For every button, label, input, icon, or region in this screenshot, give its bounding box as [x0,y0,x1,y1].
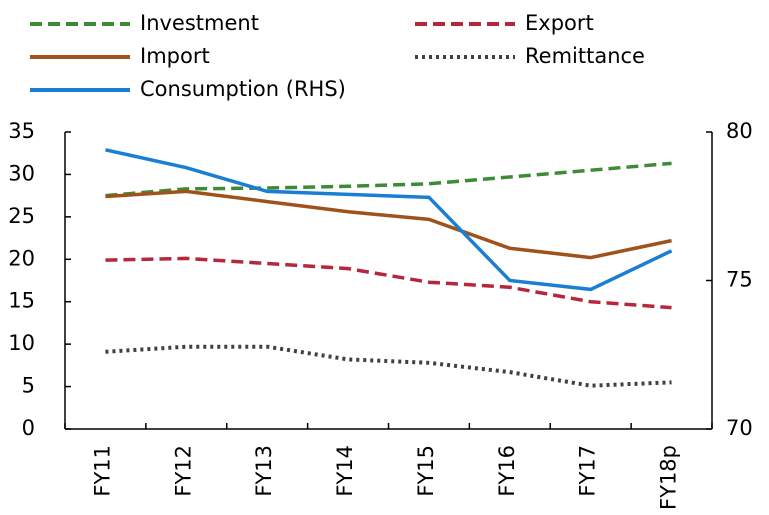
legend-label: Investment [140,11,259,35]
series-line [105,189,672,260]
x-tick-label: FY12 [171,445,195,497]
y-tick-label: 15 [8,289,35,313]
series-line [105,148,673,292]
y-tick-label: 20 [8,246,35,270]
x-tick-label: FY17 [576,445,600,497]
legend-label: Import [140,44,210,68]
x-tick-label: FY15 [414,445,438,497]
y-tick-label: 35 [8,119,35,143]
x-tick-label: FY13 [252,445,276,497]
x-tick-label: FY14 [333,445,357,497]
y-tick-label: 25 [8,204,35,228]
x-tick-label: FY18p [657,445,681,510]
y-tick-label: 30 [8,161,35,185]
y2-tick-label: 80 [726,119,753,143]
y-tick-label: 5 [22,374,35,398]
series-line [105,256,672,310]
series-line [105,344,672,388]
series-line [105,161,672,198]
y-tick-label: 0 [22,416,35,440]
legend-label: Export [525,11,594,35]
x-tick-label: FY11 [90,445,114,497]
legend-label: Remittance [525,44,645,68]
legend-label: Consumption (RHS) [140,77,346,101]
y-tick-label: 10 [8,331,35,355]
y2-tick-label: 70 [726,416,753,440]
y2-tick-label: 75 [726,268,753,292]
x-tick-label: FY16 [495,445,519,497]
